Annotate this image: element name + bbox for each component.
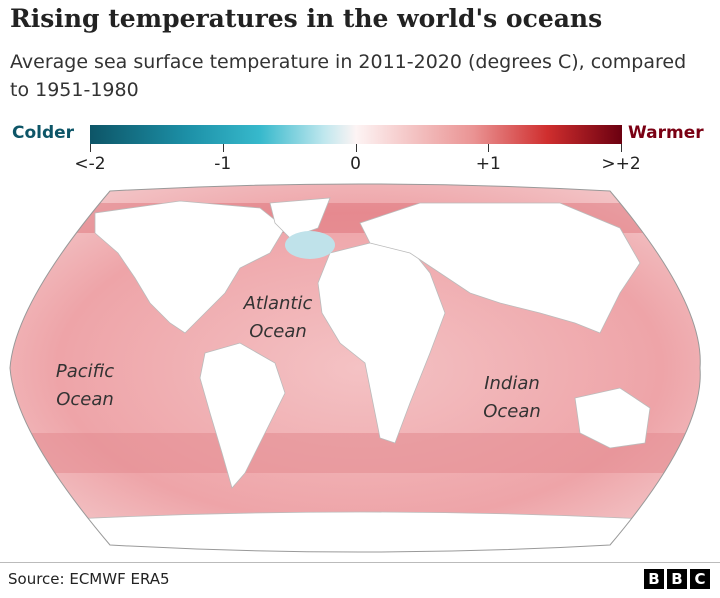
tick-label: 0 — [350, 154, 361, 174]
logo-letter: C — [690, 569, 710, 589]
legend-low: Colder — [12, 123, 75, 143]
source: Source: ECMWF ERA5 — [8, 570, 170, 588]
title: Rising temperatures in the world's ocean… — [10, 4, 603, 33]
tick-mark — [355, 144, 357, 152]
subtitle: Average sea surface temperature in 2011-… — [10, 51, 687, 101]
color-scale — [90, 125, 622, 144]
logo-letter: B — [667, 569, 687, 589]
tick-label: <-2 — [74, 154, 106, 174]
legend-high: Warmer — [628, 123, 704, 143]
map — [9, 183, 701, 553]
logo-letter: B — [644, 569, 664, 589]
tick-mark — [222, 144, 224, 152]
tick-label: >+2 — [601, 154, 641, 174]
divider — [0, 562, 720, 563]
tick-mark — [90, 144, 91, 152]
ocean-label: Atlantic Ocean — [243, 293, 313, 342]
tick-mark — [488, 144, 490, 152]
ocean-label: Pacific Ocean — [55, 361, 115, 410]
tick-mark — [621, 144, 622, 152]
tick-label: -1 — [214, 154, 232, 174]
tick-label: +1 — [475, 154, 501, 174]
ocean-label: Indian Ocean — [483, 373, 541, 422]
